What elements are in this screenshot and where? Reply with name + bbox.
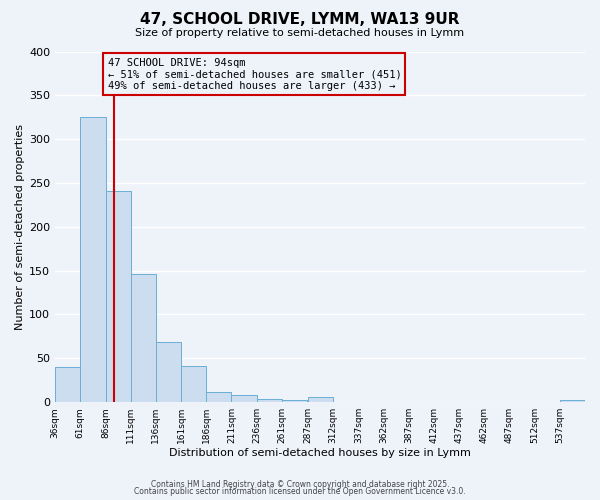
Bar [80,117,106,402]
Bar [131,274,156,402]
Bar [560,400,585,402]
X-axis label: Distribution of semi-detached houses by size in Lymm: Distribution of semi-detached houses by … [169,448,471,458]
Bar [282,400,307,402]
Bar [106,191,131,402]
Text: Contains HM Land Registry data © Crown copyright and database right 2025.: Contains HM Land Registry data © Crown c… [151,480,449,489]
Bar [55,367,80,402]
Text: 47 SCHOOL DRIVE: 94sqm
← 51% of semi-detached houses are smaller (451)
49% of se: 47 SCHOOL DRIVE: 94sqm ← 51% of semi-det… [107,58,401,91]
Bar [232,395,257,402]
Bar [308,397,333,402]
Bar [181,366,206,402]
Text: Contains public sector information licensed under the Open Government Licence v3: Contains public sector information licen… [134,487,466,496]
Bar [257,398,282,402]
Bar [206,392,232,402]
Text: 47, SCHOOL DRIVE, LYMM, WA13 9UR: 47, SCHOOL DRIVE, LYMM, WA13 9UR [140,12,460,28]
Y-axis label: Number of semi-detached properties: Number of semi-detached properties [15,124,25,330]
Bar [156,342,181,402]
Text: Size of property relative to semi-detached houses in Lymm: Size of property relative to semi-detach… [136,28,464,38]
